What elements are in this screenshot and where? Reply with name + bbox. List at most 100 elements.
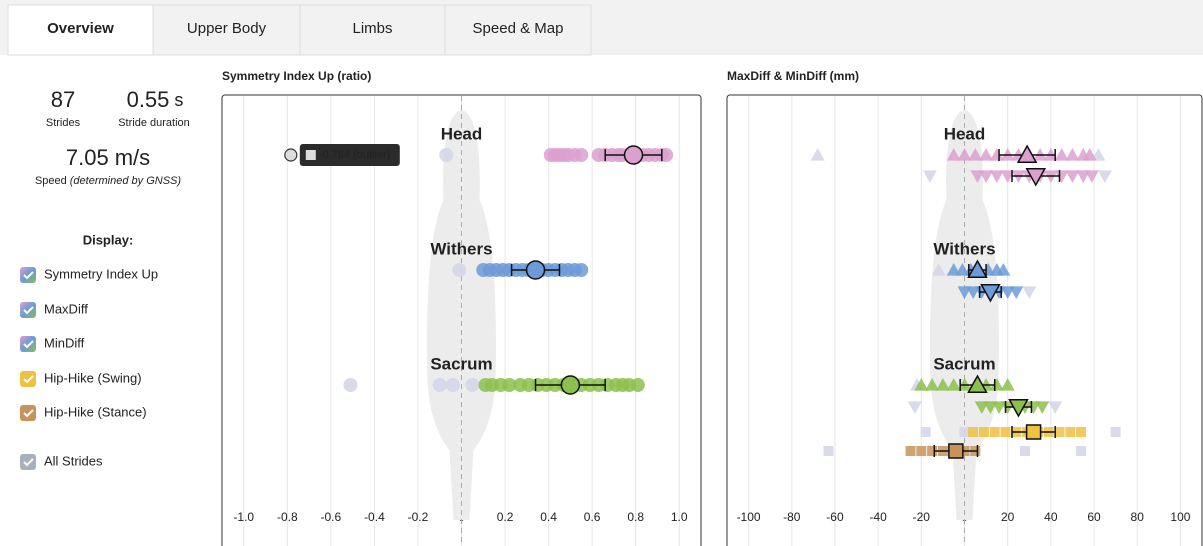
stride-point bbox=[979, 170, 994, 183]
tab[interactable] bbox=[444, 4, 592, 56]
check-mark bbox=[23, 306, 34, 315]
stride-point bbox=[630, 378, 645, 392]
display-label[interactable]: Symmetry Index Up bbox=[44, 266, 158, 281]
all-strides-point bbox=[1110, 427, 1121, 437]
check-mark bbox=[23, 271, 34, 280]
display-label[interactable]: All Strides bbox=[44, 453, 103, 468]
speed-unit: m/s bbox=[115, 145, 150, 170]
x-tick-label: -0.6 bbox=[321, 510, 342, 524]
x-tick-label: -0.8 bbox=[277, 510, 298, 524]
display-icon[interactable] bbox=[20, 371, 36, 387]
all-strides-point bbox=[922, 170, 937, 183]
speed-number: 7.05 bbox=[66, 145, 109, 170]
stride-point bbox=[935, 378, 950, 391]
display-label[interactable]: Hip-Hike (Stance) bbox=[44, 404, 147, 419]
row-label: Head bbox=[944, 124, 986, 143]
all-strides-point bbox=[1048, 401, 1063, 414]
mean-marker bbox=[967, 259, 988, 278]
x-tick-label: -80 bbox=[783, 510, 801, 524]
tab-label[interactable]: Speed & Map bbox=[473, 20, 564, 37]
duration-label: Stride duration bbox=[118, 117, 190, 129]
display-title: Display: bbox=[83, 232, 134, 247]
tab-label[interactable]: Upper Body bbox=[187, 20, 267, 37]
all-strides-point bbox=[823, 446, 834, 456]
tooltip-swatch bbox=[305, 150, 316, 160]
stride-point bbox=[957, 148, 972, 161]
x-tick-label: -1.0 bbox=[233, 510, 254, 524]
stride-point bbox=[1082, 148, 1097, 161]
mean-marker bbox=[560, 375, 581, 395]
all-strides-point bbox=[920, 427, 931, 437]
stride-point bbox=[989, 148, 1004, 161]
all-strides-point bbox=[465, 378, 480, 392]
stride-point bbox=[989, 427, 1000, 437]
x-tick-label: 80 bbox=[1131, 510, 1145, 524]
stride-point bbox=[916, 446, 927, 456]
x-tick-label: 0.2 bbox=[497, 510, 514, 524]
all-strides-point bbox=[810, 148, 825, 161]
stride-point bbox=[914, 378, 929, 391]
tab-label[interactable]: Overview bbox=[47, 20, 114, 37]
display-label[interactable]: Hip-Hike (Swing) bbox=[44, 370, 142, 385]
x-tick-label: -60 bbox=[826, 510, 844, 524]
stride-point bbox=[968, 427, 979, 437]
check-mark bbox=[23, 409, 34, 418]
tab[interactable] bbox=[152, 4, 301, 56]
stride-point bbox=[574, 263, 589, 277]
x-tick-label: 1.0 bbox=[671, 510, 688, 524]
display-label[interactable]: MaxDiff bbox=[44, 301, 88, 316]
speed-label: Speed (determined by GNSS) bbox=[35, 175, 181, 187]
stride-point bbox=[968, 148, 983, 161]
all-strides-point bbox=[1076, 446, 1087, 456]
x-tick-label: 100 bbox=[1170, 510, 1190, 524]
all-strides-point bbox=[439, 148, 454, 162]
tab[interactable] bbox=[7, 4, 154, 56]
display-icon[interactable] bbox=[20, 302, 36, 318]
mean-marker bbox=[1008, 399, 1029, 418]
stride-point bbox=[989, 170, 1004, 183]
all-strides-point bbox=[907, 401, 922, 414]
mean-marker bbox=[980, 284, 1001, 303]
x-tick-label: 20 bbox=[1001, 510, 1015, 524]
mean-marker bbox=[967, 374, 988, 393]
mean-marker bbox=[623, 145, 644, 165]
stride-point bbox=[989, 378, 1004, 391]
stride-point bbox=[1065, 148, 1080, 161]
tooltip-text: -0.784 (outlier) bbox=[319, 149, 391, 161]
chart-title: MaxDiff & MinDiff (mm) bbox=[727, 69, 859, 83]
all-strides-point bbox=[959, 427, 970, 437]
stride-point bbox=[1035, 401, 1050, 414]
stride-point bbox=[1076, 427, 1087, 437]
tooltip-box bbox=[299, 144, 400, 166]
display-icon[interactable] bbox=[20, 454, 36, 470]
x-tick-label: -0.2 bbox=[408, 510, 429, 524]
strides-value: 87 bbox=[51, 87, 75, 112]
display-icon[interactable] bbox=[20, 336, 36, 352]
stride-point bbox=[502, 378, 517, 392]
all-strides-point bbox=[931, 263, 946, 276]
all-strides-point bbox=[343, 378, 358, 392]
x-tick-label: 0.8 bbox=[627, 510, 644, 524]
x-tick-label: 0.6 bbox=[584, 510, 601, 524]
display-icon[interactable] bbox=[20, 405, 36, 421]
display-label[interactable]: MinDiff bbox=[44, 335, 85, 350]
stride-point bbox=[927, 446, 938, 456]
stride-point bbox=[996, 263, 1011, 276]
row-label: Sacrum bbox=[933, 354, 995, 373]
row-label: Withers bbox=[430, 239, 492, 258]
mean-marker bbox=[1016, 144, 1038, 163]
stride-point bbox=[1000, 170, 1015, 183]
x-tick-label: 0.4 bbox=[540, 510, 557, 524]
tab-label[interactable]: Limbs bbox=[352, 20, 392, 37]
row-label: Withers bbox=[933, 239, 995, 258]
stride-point bbox=[1000, 427, 1011, 437]
stride-point bbox=[978, 427, 989, 437]
all-strides-point bbox=[1097, 170, 1112, 183]
stride-point bbox=[1000, 378, 1015, 391]
strides-label: Strides bbox=[46, 117, 81, 129]
speed-note: (determined by GNSS) bbox=[70, 175, 182, 187]
tab[interactable] bbox=[299, 4, 446, 56]
stride-point bbox=[574, 148, 589, 162]
stride-point bbox=[925, 378, 940, 391]
display-icon[interactable] bbox=[20, 267, 36, 283]
